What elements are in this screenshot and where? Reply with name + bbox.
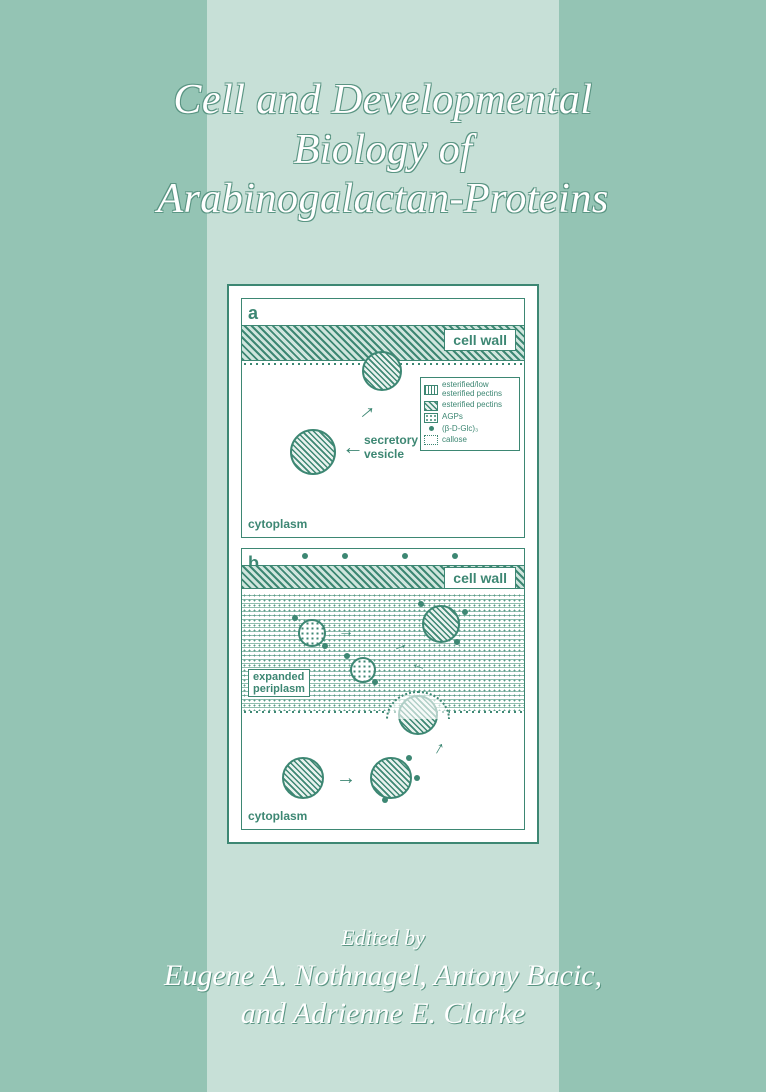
arrow-periplasm-1: → bbox=[338, 623, 354, 641]
editors-block: Edited by Eugene A. Nothnagel, Antony Ba… bbox=[0, 925, 766, 1032]
legend-row-5: callose bbox=[424, 435, 516, 445]
periplasm-vesicle-1 bbox=[422, 605, 460, 643]
cytoplasm-vesicle-1 bbox=[282, 757, 324, 799]
legend-text-1: esterified/low esterified pectins bbox=[442, 381, 516, 399]
legend-row-2: esterified pectins bbox=[424, 401, 516, 411]
dot bbox=[454, 639, 460, 645]
arrow-right-b: → bbox=[336, 767, 356, 790]
arrow-up-b: → bbox=[423, 734, 450, 760]
dot bbox=[418, 601, 424, 607]
legend-text-5: callose bbox=[442, 436, 467, 445]
cytoplasm-label-a: cytoplasm bbox=[248, 517, 307, 531]
diagram-panel-a: a cell wall → → secretory vesicle cytopl… bbox=[241, 298, 525, 538]
panel-a-label: a bbox=[248, 303, 258, 324]
dot bbox=[292, 615, 298, 621]
dot bbox=[382, 797, 388, 803]
cytoplasm-vesicle-2 bbox=[370, 757, 412, 799]
dot bbox=[344, 653, 350, 659]
legend-text-2: esterified pectins bbox=[442, 401, 502, 410]
legend-swatch-4 bbox=[424, 426, 438, 431]
secretory-label: secretory bbox=[364, 433, 418, 447]
cell-wall-label-a: cell wall bbox=[444, 329, 516, 351]
legend-row-4: (β-D-Glc)₃ bbox=[424, 425, 516, 434]
legend-swatch-1 bbox=[424, 385, 438, 395]
secretory-vesicle bbox=[290, 429, 336, 475]
cytoplasm-label-b: cytoplasm bbox=[248, 809, 307, 823]
expanded-periplasm-label: expanded periplasm bbox=[248, 669, 310, 697]
edited-by-label: Edited by bbox=[0, 925, 766, 951]
book-title: Cell and Developmental Biology of Arabin… bbox=[0, 76, 766, 225]
editor-names-line-2: and Adrienne E. Clarke bbox=[0, 995, 766, 1033]
dot bbox=[372, 679, 378, 685]
periplasm-cluster-1 bbox=[298, 619, 326, 647]
legend-text-4: (β-D-Glc)₃ bbox=[442, 425, 478, 434]
editor-names-line-1: Eugene A. Nothnagel, Antony Bacic, bbox=[0, 957, 766, 995]
legend-row-1: esterified/low esterified pectins bbox=[424, 381, 516, 399]
legend-row-3: AGPs bbox=[424, 413, 516, 423]
arrow-left-a: → bbox=[342, 441, 364, 467]
central-diagram: a cell wall → → secretory vesicle cytopl… bbox=[227, 284, 539, 844]
diagram-panel-b: b cell wall → → → expanded periplasm bbox=[241, 548, 525, 830]
dot bbox=[322, 643, 328, 649]
dot bbox=[302, 553, 308, 559]
dot bbox=[402, 553, 408, 559]
vesicle-label: vesicle bbox=[364, 447, 404, 461]
title-line-1: Cell and Developmental bbox=[0, 76, 766, 126]
membrane-dots-b bbox=[242, 709, 524, 717]
vesicle-at-membrane bbox=[362, 351, 402, 391]
title-line-3: Arabinogalactan-Proteins bbox=[0, 175, 766, 225]
dot bbox=[406, 755, 412, 761]
legend-swatch-3 bbox=[424, 413, 438, 423]
dot bbox=[414, 775, 420, 781]
arrow-up-a: → bbox=[348, 393, 382, 427]
cell-wall-label-b: cell wall bbox=[444, 567, 516, 589]
dot bbox=[342, 553, 348, 559]
diagram-legend: esterified/low esterified pectins esteri… bbox=[420, 377, 520, 451]
title-line-2: Biology of bbox=[0, 126, 766, 176]
legend-swatch-5 bbox=[424, 435, 438, 445]
legend-text-3: AGPs bbox=[442, 413, 463, 422]
legend-swatch-2 bbox=[424, 401, 438, 411]
dot bbox=[452, 553, 458, 559]
dot bbox=[462, 609, 468, 615]
